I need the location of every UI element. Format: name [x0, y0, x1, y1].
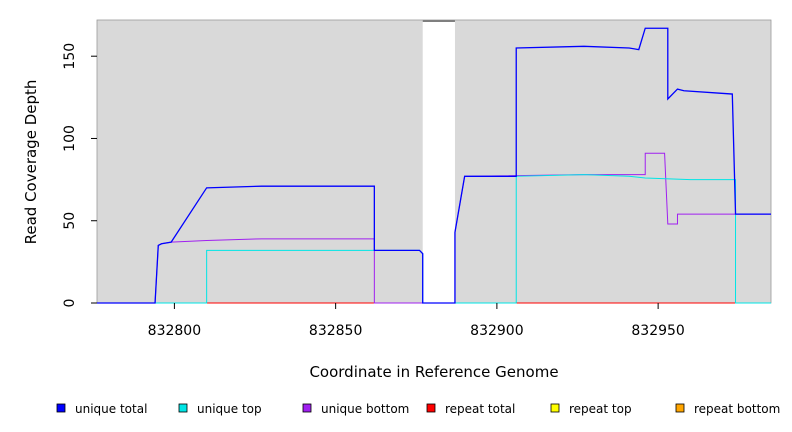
gap-band-0 [422, 20, 455, 303]
legend-item-unique-total: unique total [56, 402, 147, 416]
legend-item-repeat-bottom: repeat bottom [675, 402, 780, 416]
legend-label: unique total [75, 402, 147, 416]
x-tick-label-832900: 832900 [470, 323, 523, 339]
legend-item-unique-bottom: unique bottom [302, 402, 409, 416]
legend: unique total unique top unique bottom repea… [56, 402, 780, 416]
y-tick-label-150: 150 [62, 43, 78, 70]
x-tick-label-832800: 832800 [148, 323, 201, 339]
y-tick-label-100: 100 [62, 125, 78, 152]
series-unique-total [97, 27, 771, 304]
legend-item-unique-top: unique top [178, 402, 262, 416]
legend-swatch [56, 403, 66, 413]
y-axis-title: Read Coverage Depth [22, 80, 40, 245]
legend-swatch [550, 403, 560, 413]
legend-item-repeat-top: repeat top [550, 402, 632, 416]
legend-label: repeat bottom [694, 402, 780, 416]
legend-swatch [178, 403, 188, 413]
legend-item-repeat-total: repeat total [426, 402, 515, 416]
y-tick-label-50: 50 [62, 212, 78, 230]
legend-label: repeat total [445, 402, 515, 416]
legend-swatch [302, 403, 312, 413]
y-tick-label-0: 0 [62, 299, 78, 308]
x-tick-label-832950: 832950 [631, 323, 684, 339]
legend-label: unique top [197, 402, 262, 416]
legend-label: unique bottom [321, 402, 409, 416]
axis-layer: 832800 832850 832900 832950 0 50 100 150 [62, 43, 685, 339]
x-tick-label-832850: 832850 [309, 323, 362, 339]
legend-swatch [426, 403, 436, 413]
x-axis-title: Coordinate in Reference Genome [309, 363, 558, 381]
series-unique-top [97, 174, 771, 304]
gap-layer [422, 20, 455, 303]
legend-swatch [675, 403, 685, 413]
series-layer [97, 27, 771, 304]
legend-label: repeat top [569, 402, 632, 416]
